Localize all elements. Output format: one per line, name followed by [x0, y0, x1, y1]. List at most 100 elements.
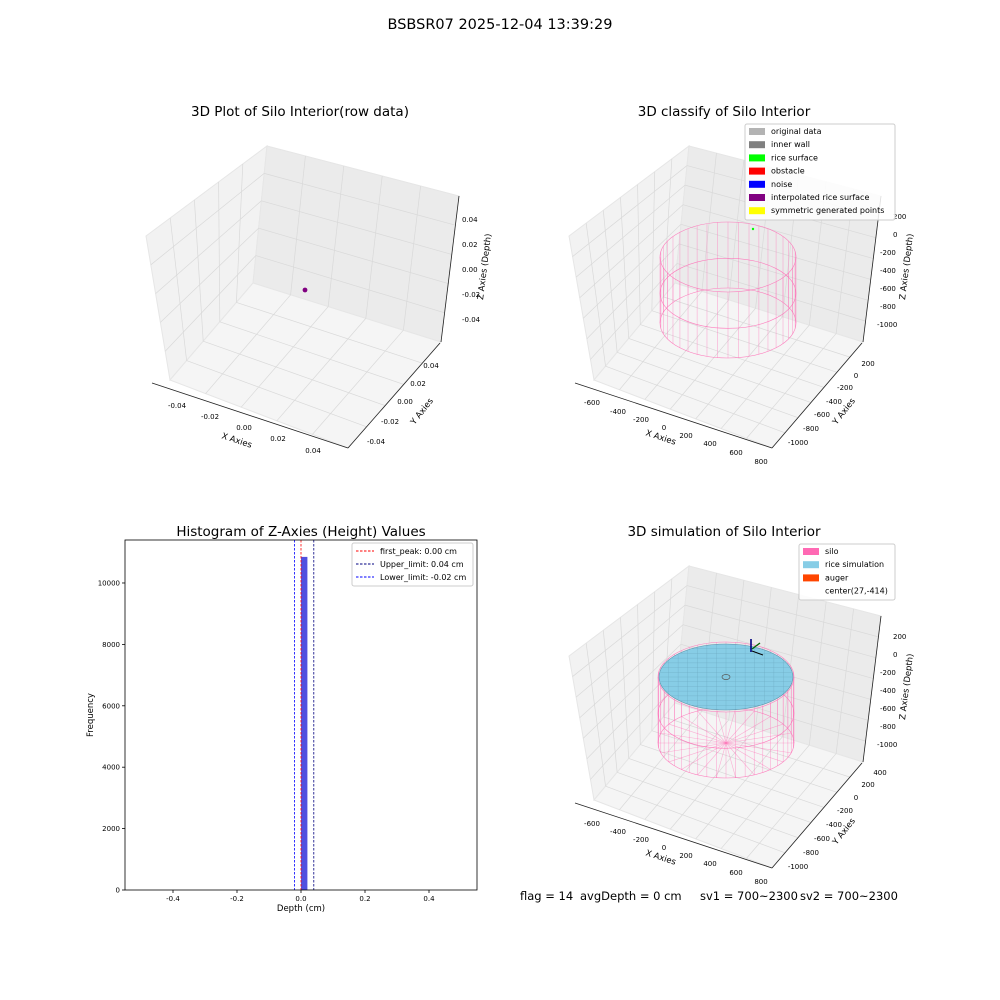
- raw-3d-gridlines: [150, 155, 456, 435]
- histogram-ytick-label: 8000: [102, 641, 120, 649]
- simulation-3d-ztick: -600: [880, 705, 896, 713]
- histogram-ytick-label: 6000: [102, 702, 120, 710]
- classify-3d-gridline: [746, 333, 837, 439]
- classify-3d-title: 3D classify of Silo Interior: [638, 104, 811, 120]
- raw-3d-gridline: [240, 306, 329, 408]
- classify-3d-ztick: -1000: [877, 321, 897, 329]
- classify-3d-gridline: [682, 204, 874, 259]
- classify-3d-gridline: [575, 184, 686, 278]
- classify-3d-ytick: -400: [826, 398, 842, 406]
- simulation-3d-ztick: 200: [893, 633, 906, 641]
- classify-3d-legend-entry-label: inner wall: [771, 140, 810, 149]
- classify-3d-gridline: [583, 224, 682, 319]
- classify-3d-ytick: -600: [814, 411, 830, 419]
- simulation-3d-gridline: [572, 585, 688, 677]
- panel-raw-3d: 3D Plot of Silo Interior(row data) -0.04…: [145, 104, 494, 455]
- histogram-legend-label: first_peak: 0.00 cm: [380, 547, 457, 556]
- simulation-3d-legend-entry-label: silo: [825, 547, 839, 556]
- raw-3d-zlabel: Z Axies (Depth): [476, 233, 494, 300]
- raw-3d-xtick: 0.04: [305, 447, 321, 455]
- simulation-3d-gridline: [619, 711, 703, 810]
- raw-3d-gridline: [169, 217, 187, 361]
- simulation-3d-legend-box: [798, 543, 896, 601]
- simulation-3d-gridline: [575, 604, 686, 698]
- classify-3d-y-axis: [771, 342, 863, 449]
- simulation-3d-legend-entry-label: center(27,-414): [825, 587, 888, 596]
- simulation-3d-ztick: -1000: [877, 741, 897, 749]
- simulation-3d-silo-line: [681, 742, 727, 770]
- simulation-3d-xtick: 400: [703, 860, 716, 868]
- simulation-3d-auger-arm: [751, 642, 761, 650]
- classify-3d-gridline: [663, 158, 673, 297]
- raw-3d-ytick: 0.00: [397, 398, 413, 406]
- histogram-xtick-label: 0.2: [359, 895, 370, 903]
- raw-3d-gridline: [219, 321, 404, 385]
- raw-3d-gridline: [218, 181, 221, 322]
- simulation-3d-center-marker: [721, 674, 731, 680]
- simulation-3d-silo-line: [668, 723, 727, 744]
- simulation-3d-auger: [750, 639, 764, 656]
- classify-3d-gridline: [701, 153, 717, 292]
- footer-sv1: sv1 = 700~2300: [700, 889, 798, 903]
- classify-3d-xtick: -400: [610, 408, 626, 416]
- raw-3d-title: 3D Plot of Silo Interior(row data): [191, 104, 409, 120]
- simulation-3d-z-axis: [862, 615, 882, 763]
- raw-3d-gridline: [403, 185, 421, 331]
- histogram-xlabel: Depth (cm): [277, 904, 325, 914]
- raw-3d-ytick: 0.02: [410, 380, 426, 388]
- raw-3d-gridline: [164, 255, 257, 352]
- classify-3d-ztick: -600: [880, 285, 896, 293]
- classify-3d-legend-box: [744, 123, 896, 221]
- classify-3d-gridline: [620, 197, 630, 339]
- raw-3d-ytick: -0.02: [381, 418, 399, 426]
- histogram-ytick-label: 2000: [102, 825, 120, 833]
- simulation-3d-zlabel: Z Axies (Depth): [898, 653, 916, 720]
- classify-3d-xtick: 600: [729, 449, 742, 457]
- raw-3d-xtick: 0.00: [236, 424, 252, 432]
- histogram-title: Histogram of Z-Axies (Height) Values: [176, 524, 425, 540]
- simulation-3d-silo-line: [697, 710, 727, 744]
- simulation-3d-silo-line: [716, 742, 727, 778]
- simulation-3d-gridline: [583, 644, 682, 739]
- classify-3d-xtick: 800: [754, 458, 767, 466]
- simulation-3d-silo-line: [716, 708, 727, 744]
- simulation-3d-gridline: [602, 630, 618, 773]
- classify-3d-xtick: 400: [703, 440, 716, 448]
- classify-3d-gridline: [663, 296, 851, 358]
- classify-3d-xtick: 200: [679, 432, 692, 440]
- simulation-3d-legend: silo rice simulation auger center(27,-414): [798, 543, 896, 601]
- simulation-3d-silo-line: [725, 708, 736, 744]
- classify-3d-ytick: -1000: [788, 439, 808, 447]
- histogram-xtick-label: 0.0: [295, 895, 306, 903]
- raw-3d-gridline: [194, 199, 204, 342]
- simulation-3d-ytick: -1000: [788, 863, 808, 871]
- raw-3d-data-point: [302, 287, 308, 293]
- simulation-3d-xtick: -200: [633, 836, 649, 844]
- simulation-3d-gridline: [663, 716, 851, 778]
- raw-3d-gridline: [236, 302, 423, 364]
- classify-3d-gridline: [590, 263, 678, 360]
- simulation-3d-legend-entry-swatch: [803, 548, 819, 555]
- classify-3d-gridline: [651, 310, 838, 373]
- panel-simulation-3d: 3D simulation of Silo Interior -600 -400…: [568, 524, 916, 886]
- classify-3d-zlabel: Z Axies (Depth): [898, 233, 916, 300]
- figure-suptitle: BSBSR07 2025-12-04 13:39:29: [387, 17, 613, 33]
- classify-3d-gridline: [644, 299, 729, 400]
- raw-3d-gridline: [155, 200, 262, 294]
- simulation-3d-silo-line: [725, 742, 755, 776]
- classify-3d-ztick: 200: [893, 213, 906, 221]
- simulation-3d-rice-surface: [658, 643, 794, 711]
- raw-3d-gridline: [264, 173, 456, 226]
- raw-3d-xlabel: X Axies: [220, 431, 253, 450]
- classify-3d-legend-entry-swatch: [749, 207, 765, 215]
- simulation-3d-silo-line: [725, 716, 771, 744]
- histogram-legend-label: Lower_limit: -0.02 cm: [380, 573, 466, 582]
- raw-3d-ztick: 0.00: [462, 266, 478, 274]
- classify-3d-gridline: [640, 324, 825, 388]
- simulation-3d-ytick: 0: [854, 794, 858, 802]
- simulation-3d-gridline: [695, 736, 783, 840]
- histogram-xtick-label: -0.4: [166, 895, 180, 903]
- classify-3d-gridline: [676, 263, 866, 322]
- raw-3d-ytick: 0.04: [423, 362, 439, 370]
- histogram-legend-label: Upper_limit: 0.04 cm: [380, 560, 464, 569]
